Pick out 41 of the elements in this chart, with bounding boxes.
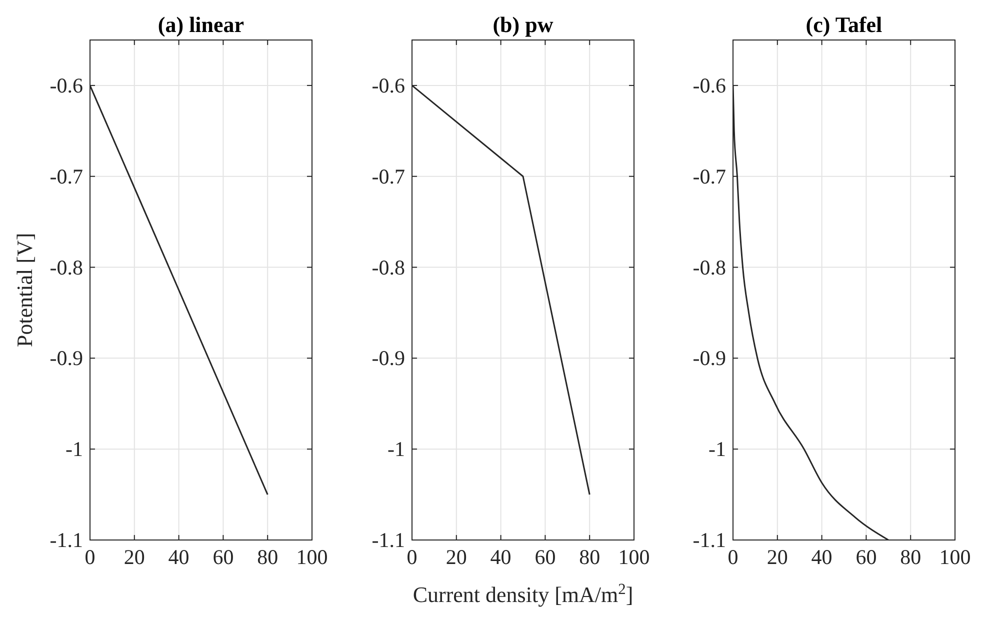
y-tick-label: -0.7	[50, 164, 83, 188]
x-axis-title: Current density [mA/m$^{2}$]	[412, 580, 634, 607]
x-tick-label: 60	[212, 545, 234, 569]
x-tick-label: 60	[534, 545, 556, 569]
y-tick-label: -0.9	[372, 346, 405, 370]
y-tick-label: -0.8	[692, 255, 726, 280]
y-tick-label: -1	[388, 437, 405, 462]
y-tick-label: -0.9	[50, 346, 83, 370]
y-tick-label: -0.7	[372, 164, 405, 188]
x-tick-label: 40	[811, 545, 832, 569]
y-tick-label: -0.6	[692, 73, 726, 98]
y-tick-label: -1.1	[692, 528, 726, 552]
y-tick-label: -0.8	[372, 255, 405, 280]
x-tick-label: 40	[490, 545, 512, 569]
y-tick-label: -0.9	[692, 346, 726, 370]
y-tick-label: -0.7	[692, 164, 726, 188]
x-tick-label: 20	[766, 545, 788, 569]
y-tick-label: -1	[708, 437, 726, 462]
chart-title: (a) linear	[158, 12, 244, 37]
x-tick-label: 80	[257, 545, 278, 569]
x-tick-label: 60	[856, 545, 877, 569]
y-tick-label: -1	[66, 437, 83, 462]
chart-title: (c) Tafel	[806, 12, 882, 37]
y-tick-label: -0.8	[50, 255, 83, 280]
chart-title: (b) pw	[492, 12, 554, 37]
x-tick-label: 0	[84, 545, 96, 569]
y-tick-label: -1.1	[50, 528, 83, 552]
x-tick-label: 20	[124, 545, 145, 569]
x-tick-label: 0	[406, 545, 418, 569]
x-tick-label: 100	[618, 545, 650, 569]
y-tick-label: -0.6	[50, 73, 83, 98]
y-tick-label: -0.6	[372, 73, 405, 98]
x-tick-label: 40	[168, 545, 190, 569]
y-axis-title: Potential [V]	[12, 232, 37, 348]
x-tick-label: 0	[728, 545, 738, 569]
x-tick-label: 100	[939, 545, 971, 569]
y-tick-label: -1.1	[372, 528, 405, 552]
x-tick-label: 20	[446, 545, 467, 569]
x-tick-label: 80	[900, 545, 922, 569]
x-tick-label: 80	[579, 545, 600, 569]
x-tick-label: 100	[296, 545, 328, 569]
